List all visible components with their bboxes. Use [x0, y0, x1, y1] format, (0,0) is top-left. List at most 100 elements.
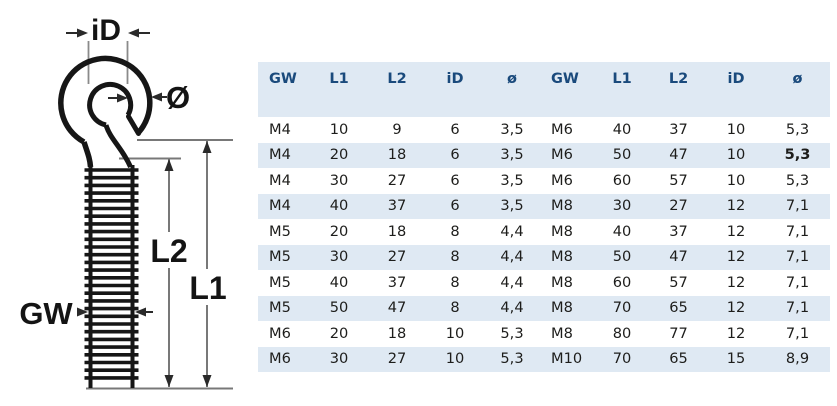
- label-wire-diameter: Ø: [166, 80, 190, 115]
- label-thread-size-gw: GW: [19, 296, 73, 331]
- table-cell: 20: [329, 146, 349, 164]
- table-cell: M6: [269, 324, 291, 342]
- table-cell: 12: [726, 273, 746, 291]
- table-cell: 57: [669, 171, 688, 189]
- table-cell: 80: [612, 324, 632, 342]
- dimension-lines: [86, 139, 233, 390]
- header-cell: iD: [446, 71, 464, 87]
- table-cell: 70: [612, 299, 632, 317]
- header-cell: L2: [387, 71, 407, 87]
- dimension-arrows: [66, 28, 212, 387]
- table-cell: 60: [612, 273, 632, 291]
- table-cell: 10: [726, 171, 746, 189]
- table-cell: 10: [329, 120, 349, 138]
- table-cell: 6: [450, 197, 460, 215]
- table-cell: 30: [612, 197, 632, 215]
- table-cell: 6: [450, 120, 460, 138]
- thread-lines: [84, 168, 139, 380]
- label-inner-diameter: iD: [91, 14, 121, 47]
- table-cell: 20: [329, 324, 349, 342]
- table-cell: 40: [612, 222, 632, 240]
- table-cell: M8: [551, 248, 573, 266]
- table-cell: 3,5: [500, 120, 524, 138]
- table-cell: M5: [269, 273, 291, 291]
- header-cell: GW: [269, 71, 297, 87]
- table-cell: 37: [387, 197, 407, 215]
- table-cell: 8: [450, 273, 460, 291]
- table-cell: M8: [551, 197, 573, 215]
- table-row: M4 30 27 6 3,5 M6 60 57 10 5,3: [258, 168, 830, 194]
- table-cell: 47: [669, 248, 688, 266]
- spec-table: GW L1 L2 iD ø GW L1 L2 iD ø M4 10 9 6 3,5 M6 40 37 10 5,3 M…: [258, 62, 830, 372]
- header-cell: L2: [668, 71, 689, 87]
- table-cell: 5,3: [784, 146, 811, 164]
- table-cell: 12: [726, 197, 746, 215]
- table-cell: 8,9: [785, 350, 810, 368]
- table-cell: M4: [269, 171, 291, 189]
- table-cell: M6: [551, 171, 573, 189]
- table-cell: 10: [445, 324, 465, 342]
- table-cell: 30: [329, 248, 349, 266]
- table-cell: 50: [612, 146, 632, 164]
- table-cell: 20: [329, 222, 349, 240]
- table-cell: M5: [269, 248, 291, 266]
- table-cell: 4,4: [500, 299, 524, 317]
- table-cell: 77: [669, 324, 688, 342]
- table-cell: 37: [669, 222, 688, 240]
- table-cell: 8: [450, 222, 460, 240]
- table-row: M5 30 27 8 4,4 M8 50 47 12 7,1: [258, 244, 830, 270]
- table-cell: 5,3: [785, 171, 810, 189]
- table-header-row: GW L1 L2 iD ø GW L1 L2 iD ø: [258, 62, 830, 117]
- table-cell: 9: [392, 120, 402, 138]
- table-cell: 18: [387, 324, 407, 342]
- table-cell: 10: [726, 120, 746, 138]
- label-backer-l2: [149, 232, 189, 268]
- eye-bolt-diagram: iD Ø L2 L1 GW: [19, 14, 233, 390]
- table-cell: M6: [269, 350, 291, 368]
- table-cell: 50: [329, 299, 349, 317]
- table-cell: 27: [387, 350, 407, 368]
- table-cell: 50: [612, 248, 632, 266]
- label-total-length-l1: L1: [189, 270, 226, 306]
- table-cell: 5,3: [500, 350, 524, 368]
- table-cell: 18: [387, 222, 407, 240]
- table-cell: 12: [726, 299, 746, 317]
- table-row: M4 40 37 6 3,5 M8 30 27 12 7,1: [258, 193, 830, 219]
- table-cell: M5: [269, 299, 291, 317]
- table-cell: M5: [269, 222, 291, 240]
- table-cell: 37: [387, 273, 407, 291]
- table-row: M5 40 37 8 4,4 M8 60 57 12 7,1: [258, 270, 830, 296]
- table-cell: 70: [612, 350, 632, 368]
- table-cell: 37: [669, 120, 688, 138]
- table-cell: 7,1: [785, 273, 810, 291]
- table-cell: 65: [669, 350, 688, 368]
- table-row: M6 30 27 10 5,3 M10 70 65 15 8,9: [258, 346, 830, 372]
- table-cell: 40: [329, 273, 349, 291]
- table-cell: 3,5: [500, 197, 524, 215]
- table-cell: 8: [450, 248, 460, 266]
- header-cell: L1: [612, 71, 632, 87]
- table-cell: 40: [329, 197, 349, 215]
- label-backer-l1: [187, 269, 227, 305]
- table-cell: 10: [445, 350, 465, 368]
- table-cell: M6: [551, 146, 573, 164]
- table-cell: 4,4: [500, 273, 524, 291]
- table-cell: 12: [726, 248, 746, 266]
- table-cell: 4,4: [500, 248, 524, 266]
- header-cell: ø: [792, 71, 803, 87]
- table-cell: 47: [669, 146, 688, 164]
- table-cell: 57: [669, 273, 688, 291]
- table-cell: 12: [726, 324, 746, 342]
- table-cell: M4: [269, 197, 291, 215]
- table-row: M5 50 47 8 4,4 M8 70 65 12 7,1: [258, 295, 830, 321]
- table-cell: 27: [387, 248, 407, 266]
- table-cell: 30: [329, 171, 349, 189]
- header-cell: iD: [727, 71, 745, 87]
- header-cell: ø: [507, 71, 517, 87]
- table-cell: 5,3: [785, 120, 810, 138]
- table-cell: 4,4: [500, 222, 524, 240]
- table-cell: 7,1: [785, 248, 810, 266]
- table-cell: 7,1: [785, 222, 810, 240]
- table-cell: 6: [450, 171, 460, 189]
